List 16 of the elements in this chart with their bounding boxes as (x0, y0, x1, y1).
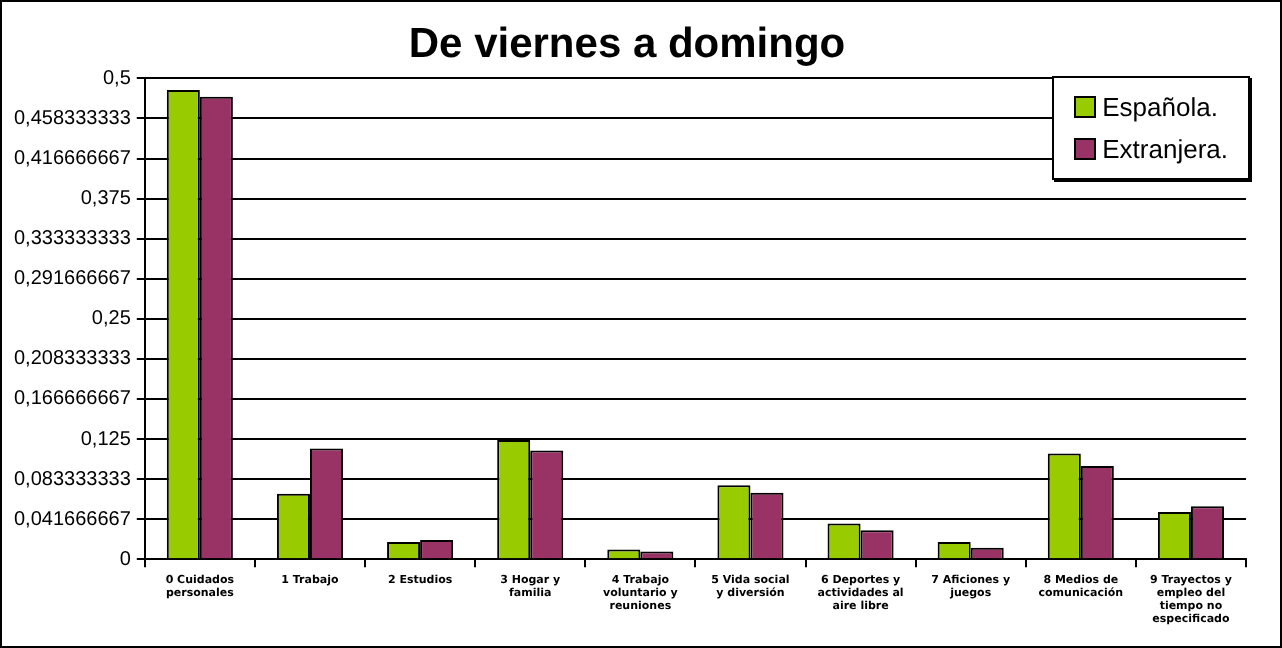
y-tick-label: 0,416666667 (13, 148, 132, 171)
y-tick-label: 0,083333333 (13, 468, 132, 491)
y-tick-label: 0,125 (80, 428, 132, 451)
y-tick-label: 0,458333333 (13, 107, 132, 130)
y-tick-label: 0,166666667 (13, 388, 132, 411)
y-tick-label: 0,25 (91, 308, 132, 331)
y-tick-label: 0,375 (80, 188, 132, 211)
chart-title: De viernes a domingo (408, 20, 846, 67)
y-tick-label: 0,5 (102, 67, 132, 90)
y-tick-label: 0,291666667 (13, 268, 132, 291)
legend-label: Española. (1102, 92, 1218, 122)
y-tick-label: 0,041666667 (13, 508, 132, 531)
y-tick-label: 0,333333333 (13, 228, 132, 251)
y-tick-label: 0 (119, 548, 132, 571)
y-tick-label: 0,208333333 (13, 348, 132, 371)
legend-label: Extranjera. (1102, 134, 1228, 164)
